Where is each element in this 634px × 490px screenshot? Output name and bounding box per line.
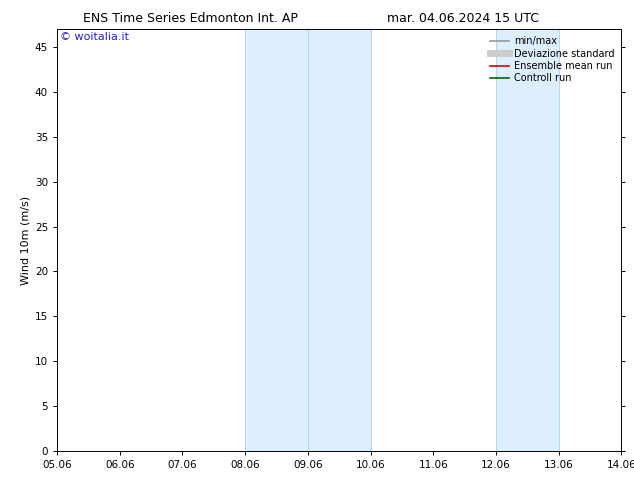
Bar <box>496 29 559 451</box>
Y-axis label: Wind 10m (m/s): Wind 10m (m/s) <box>21 196 30 285</box>
Legend: min/max, Deviazione standard, Ensemble mean run, Controll run: min/max, Deviazione standard, Ensemble m… <box>488 34 616 85</box>
Text: ENS Time Series Edmonton Int. AP: ENS Time Series Edmonton Int. AP <box>83 12 297 25</box>
Text: © woitalia.it: © woitalia.it <box>60 31 129 42</box>
Text: mar. 04.06.2024 15 UTC: mar. 04.06.2024 15 UTC <box>387 12 539 25</box>
Bar <box>245 29 370 451</box>
